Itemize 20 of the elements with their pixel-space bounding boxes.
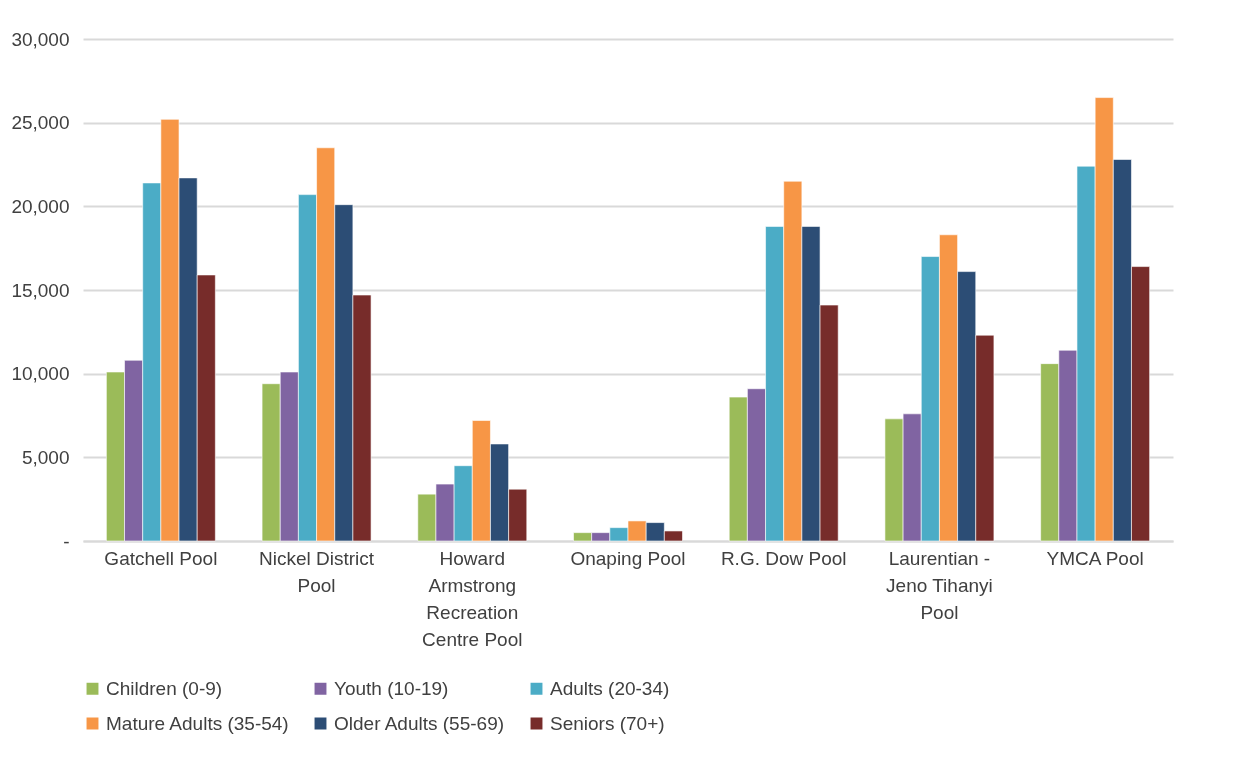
x-tick-label: Howard Armstrong Recreation Centre Pool: [422, 547, 523, 650]
legend-label: Older Adults (55-69): [334, 712, 505, 734]
y-tick-label: 20,000: [11, 195, 70, 217]
x-tick-label: YMCA Pool: [1046, 547, 1144, 569]
x-tick-label: Laurentian - Jeno Tihanyi Pool: [886, 547, 993, 623]
x-tick-label: R.G. Dow Pool: [720, 547, 847, 569]
x-tick-label: Onaping Pool: [570, 547, 686, 569]
y-tick-label: 5,000: [21, 446, 70, 468]
legend-label: Seniors (70+): [550, 712, 665, 734]
x-tick-label: Nickel District Pool: [259, 547, 375, 596]
legend-label: Children (0-9): [106, 677, 223, 699]
y-tick-label: 10,000: [11, 363, 70, 385]
y-tick-label: 30,000: [11, 28, 70, 50]
legend-label: Adults (20-34): [550, 677, 670, 699]
legend-label: Mature Adults (35-54): [106, 712, 289, 734]
x-tick-label: Gatchell Pool: [104, 547, 218, 569]
y-tick-label: -: [63, 530, 70, 552]
y-tick-label: 15,000: [11, 279, 70, 301]
y-tick-label: 25,000: [11, 112, 70, 134]
legend-label: Youth (10-19): [334, 677, 449, 699]
